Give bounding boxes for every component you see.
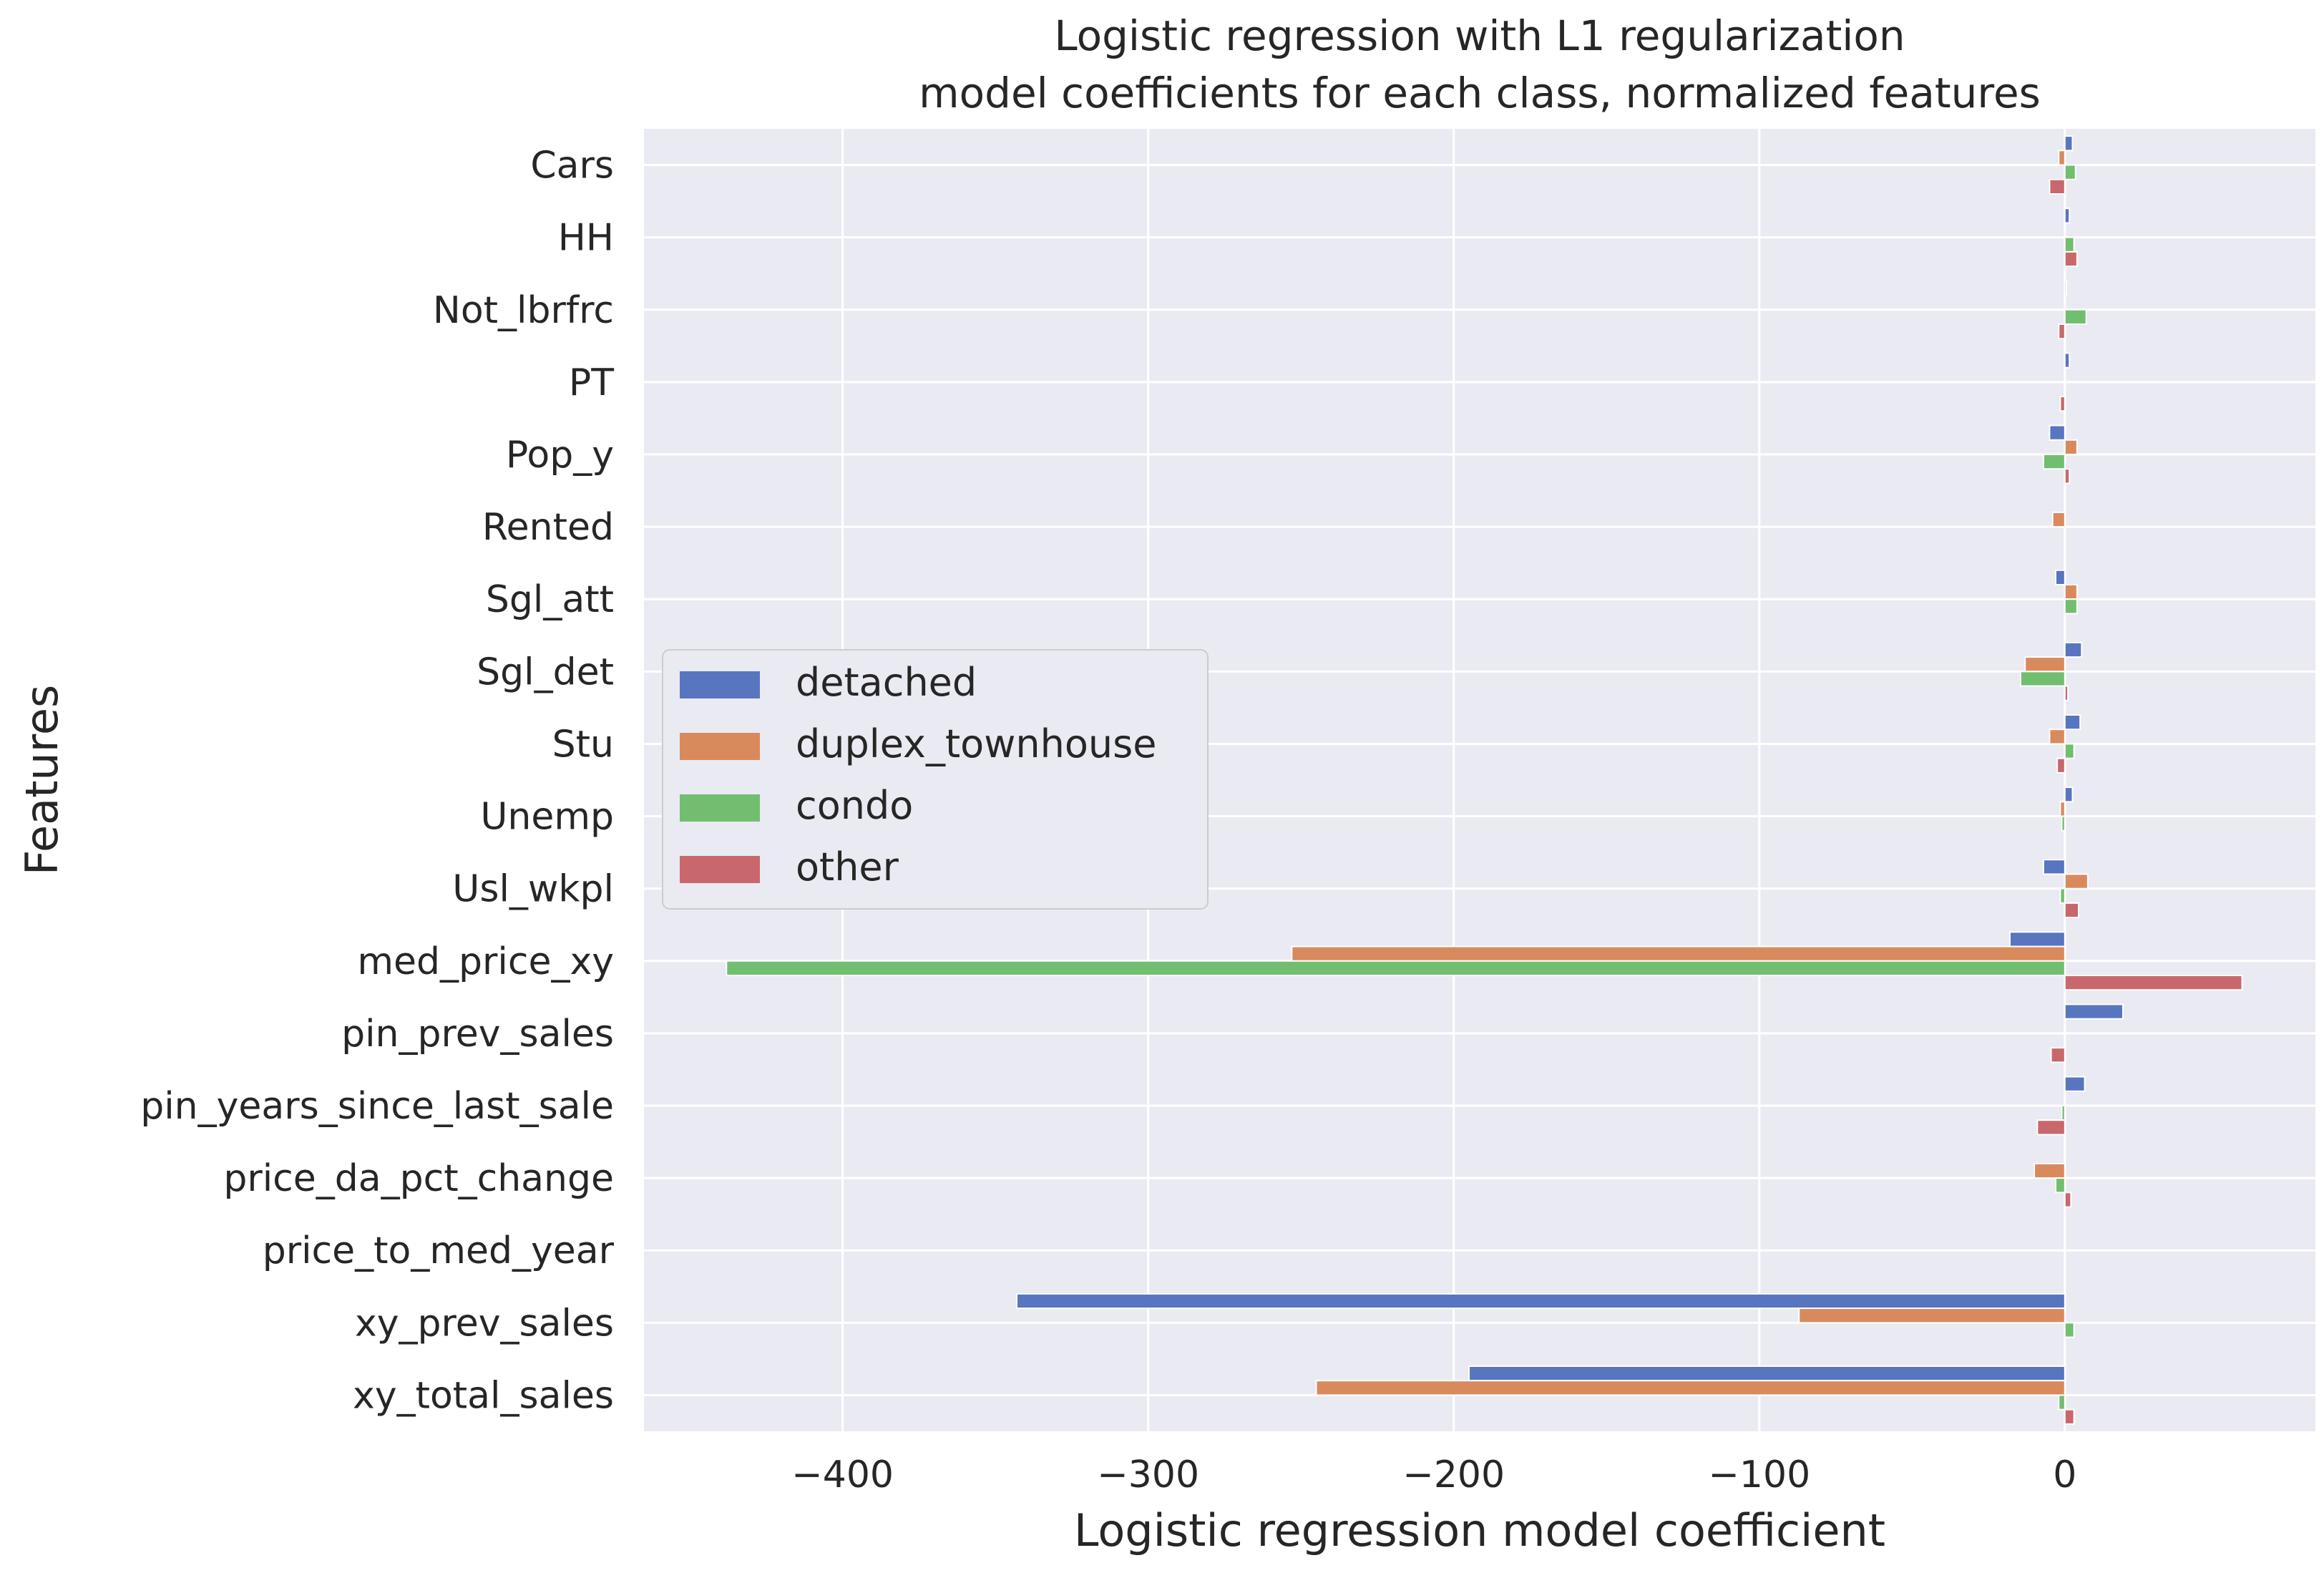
legend-label-detached: detached	[796, 660, 977, 705]
bar-other	[2064, 250, 2078, 268]
bar-condo	[2064, 1322, 2075, 1338]
x-tick-label: −100	[1708, 1453, 1810, 1496]
bar-detached	[1468, 1365, 2066, 1382]
y-tick-label: Sgl_det	[477, 651, 614, 693]
bar-detached	[2064, 641, 2083, 658]
y-tick-label: xy_total_sales	[353, 1374, 614, 1417]
y-tick-label: price_da_pct_change	[223, 1157, 614, 1200]
legend-swatch-other	[680, 856, 760, 883]
bar-condo	[2055, 1177, 2066, 1194]
bar-detached	[2049, 424, 2066, 441]
bar-detached	[2064, 352, 2071, 369]
bar-detached	[1016, 1292, 2066, 1310]
legend-label-condo: condo	[796, 783, 913, 828]
legend: detached duplex_townhouse condo other	[662, 649, 1209, 910]
legend-swatch-duplex-townhouse	[680, 733, 760, 760]
bars	[726, 135, 2243, 1425]
y-axis-label: Features	[16, 685, 68, 876]
legend-label-other: other	[796, 844, 899, 890]
x-tick-labels: −400 −300 −200 −100 0	[791, 1453, 2076, 1496]
bar-duplex-townhouse	[1291, 945, 2066, 962]
bar-other	[2064, 685, 2069, 701]
bar-condo	[2061, 1105, 2066, 1121]
bar-condo	[2059, 887, 2066, 904]
bar-duplex-townhouse	[2049, 729, 2066, 745]
bar-detached	[2064, 786, 2074, 803]
y-tick-label: Rented	[482, 506, 614, 549]
bar-detached	[2055, 569, 2066, 585]
x-tick-label: −200	[1402, 1453, 1505, 1496]
bar-detached	[2042, 859, 2066, 875]
legend-frame	[662, 649, 1209, 910]
y-tick-label: Cars	[530, 145, 614, 188]
bar-other	[2050, 1047, 2066, 1063]
legend-swatch-detached	[680, 671, 760, 698]
bar-other	[2064, 1408, 2075, 1425]
y-tick-label: Usl_wkpl	[452, 868, 614, 911]
y-tick-label: Pop_y	[506, 434, 614, 477]
bar-condo	[2064, 308, 2087, 325]
y-tick-label: pin_prev_sales	[341, 1013, 614, 1056]
bar-detached	[2064, 280, 2067, 296]
y-tick-label: PT	[569, 361, 614, 404]
bar-duplex-townhouse	[1798, 1307, 2066, 1324]
bar-condo	[2019, 671, 2066, 687]
bar-detached	[2008, 931, 2066, 948]
bar-condo	[2064, 743, 2075, 759]
y-tick-label: Unemp	[480, 796, 614, 839]
bar-condo	[2042, 454, 2066, 470]
bar-other	[2064, 902, 2080, 919]
y-tick-labels: Cars HH Not_lbrfrc PT Pop_y Rented Sgl_att Sgl_…	[140, 145, 614, 1418]
bar-condo	[2064, 164, 2076, 180]
bar-duplex-townhouse	[1315, 1380, 2066, 1396]
bar-condo	[726, 960, 2066, 977]
bar-other	[2059, 396, 2066, 412]
bar-other	[2064, 1192, 2072, 1208]
x-tick-label: −400	[791, 1453, 894, 1496]
x-axis-label: Logistic regression model coefficient	[1074, 1504, 1885, 1557]
bar-detached	[2064, 1076, 2086, 1092]
bar-duplex-townhouse	[2051, 511, 2066, 528]
bar-duplex-townhouse	[2034, 1162, 2066, 1179]
bar-duplex-townhouse	[2059, 801, 2066, 817]
legend-label-duplex-townhouse: duplex_townhouse	[796, 721, 1156, 766]
bar-other	[2049, 178, 2066, 195]
bar-duplex-townhouse	[2058, 150, 2066, 166]
bar-other	[2036, 1119, 2066, 1136]
y-tick-label: pin_years_since_last_sale	[140, 1085, 614, 1128]
bar-other	[2056, 757, 2066, 774]
x-tick-label: −300	[1097, 1453, 1199, 1496]
y-tick-label: Stu	[552, 723, 614, 766]
y-tick-label: Sgl_att	[486, 578, 614, 621]
bar-other	[2058, 323, 2066, 340]
bar-detached	[2064, 135, 2074, 152]
bar-detached	[2064, 1003, 2124, 1020]
bar-condo	[2064, 598, 2078, 615]
y-tick-label: xy_prev_sales	[355, 1302, 614, 1345]
bar-condo	[2064, 236, 2075, 253]
chart-title-line-1: Logistic regression with L1 regularizati…	[1054, 11, 1905, 60]
bar-other	[2064, 468, 2071, 484]
bar-detached	[2064, 208, 2071, 224]
bar-condo	[2061, 815, 2066, 832]
bar-condo	[2058, 1394, 2066, 1411]
bar-detached	[2064, 714, 2081, 731]
legend-swatch-condo	[680, 794, 760, 822]
y-tick-label: price_to_med_year	[263, 1229, 615, 1272]
y-tick-label: Not_lbrfrc	[433, 289, 614, 332]
y-tick-label: med_price_xy	[357, 940, 614, 983]
chart-title-line-2: model coefficients for each class, norma…	[919, 69, 2041, 117]
bar-duplex-townhouse	[2064, 873, 2089, 890]
bar-duplex-townhouse	[2064, 584, 2078, 600]
x-tick-label: 0	[2053, 1453, 2076, 1496]
bar-duplex-townhouse	[2064, 439, 2078, 455]
bar-duplex-townhouse	[2024, 656, 2066, 673]
bar-other	[2064, 975, 2243, 991]
y-tick-label: HH	[558, 217, 614, 260]
chart-title: Logistic regression with L1 regularizati…	[919, 11, 2041, 117]
